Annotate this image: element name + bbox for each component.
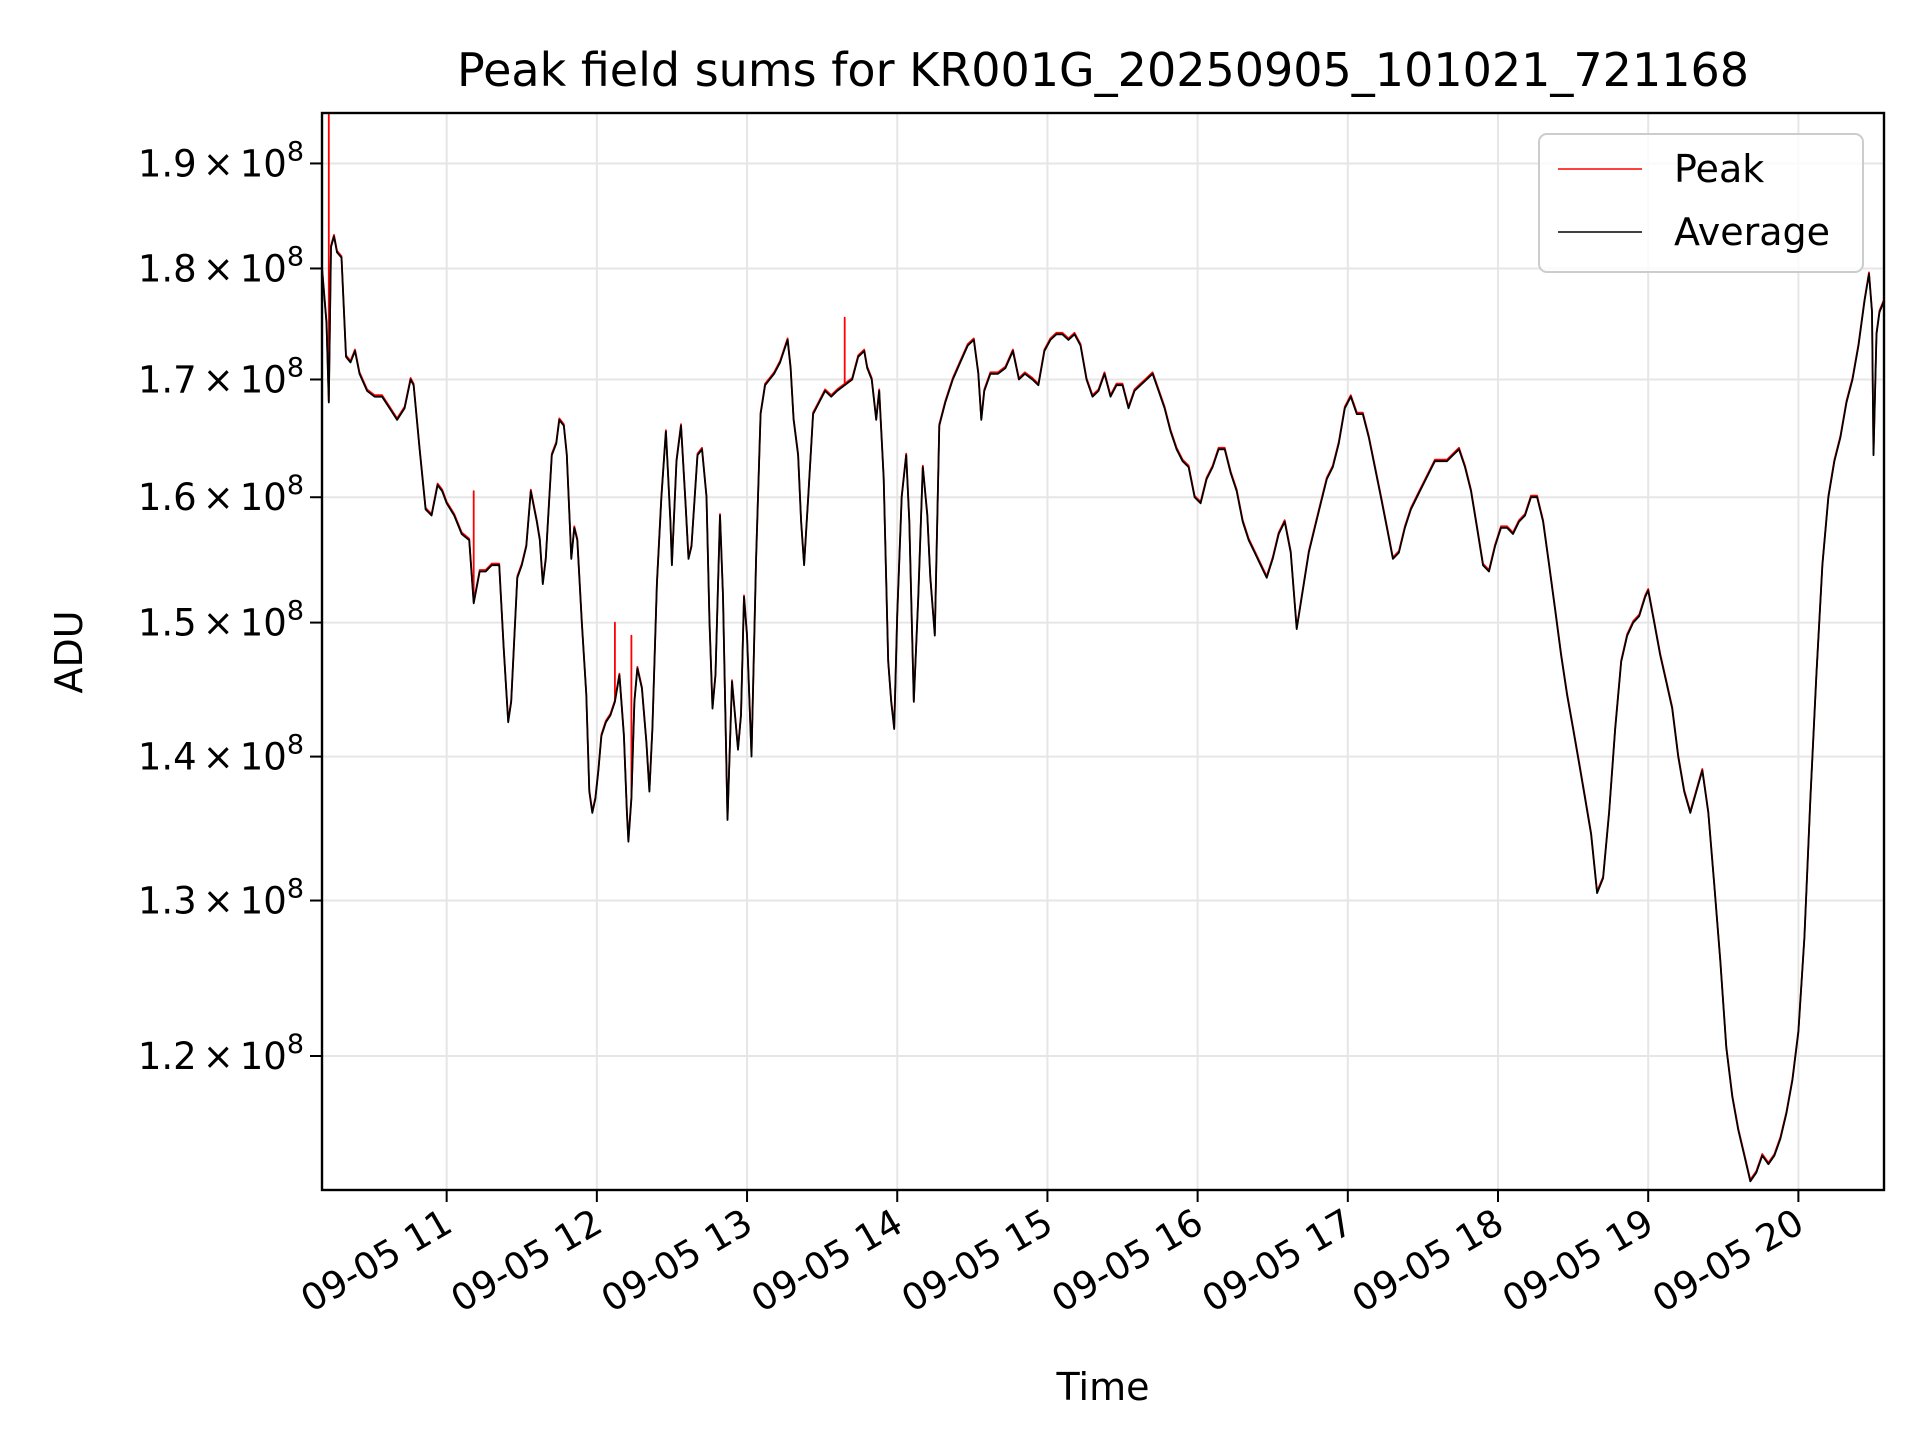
- y-tick-label-base: 10: [240, 1035, 287, 1078]
- y-tick-label: 1.8 × 108: [138, 241, 304, 290]
- y-tick-label-exp: 8: [287, 730, 304, 761]
- series-line-peak: [321, 112, 1885, 1181]
- x-tick-label: 09-05 20: [1645, 1201, 1811, 1321]
- y-tick-label-base: 10: [240, 247, 287, 290]
- x-tick-label: 09-05 11: [294, 1201, 460, 1321]
- y-tick-label-base: 10: [240, 476, 287, 519]
- x-tick-label: 09-05 13: [594, 1201, 760, 1321]
- x-axis-label: Time: [1056, 1365, 1150, 1409]
- y-tick-label: 1.6 × 108: [138, 470, 304, 519]
- y-tick-label-times: ×: [203, 247, 234, 290]
- y-tick-label: 1.2 × 108: [138, 1029, 304, 1078]
- y-tick-label-exp: 8: [287, 136, 304, 167]
- y-tick-label-times: ×: [203, 880, 234, 923]
- y-tick-label-exp: 8: [287, 874, 304, 905]
- legend-label-peak: Peak: [1674, 147, 1764, 191]
- x-tick-label: 09-05 18: [1345, 1201, 1511, 1321]
- y-tick-label-exp: 8: [287, 596, 304, 627]
- y-tick-label-mantissa: 1.5: [138, 602, 197, 645]
- y-tick-label-exp: 8: [287, 470, 304, 501]
- x-tick-label: 09-05 16: [1045, 1201, 1211, 1321]
- y-tick-label: 1.5 × 108: [138, 596, 304, 645]
- y-tick-label-base: 10: [240, 880, 287, 923]
- x-tick-label: 09-05 15: [894, 1201, 1060, 1321]
- plot-frame: [320, 111, 1886, 1192]
- y-tick-label-mantissa: 1.4: [138, 736, 197, 779]
- y-tick-label-mantissa: 1.8: [138, 247, 197, 290]
- y-tick-label-exp: 8: [287, 241, 304, 272]
- y-tick-label-exp: 8: [287, 352, 304, 383]
- y-tick-label: 1.7 × 108: [138, 352, 304, 401]
- series-lines: [321, 112, 1885, 1183]
- y-tick-label-times: ×: [203, 1035, 234, 1078]
- x-tick-label: 09-05 19: [1495, 1201, 1661, 1321]
- y-tick-label-exp: 8: [287, 1029, 304, 1060]
- y-tick-label-mantissa: 1.3: [138, 880, 197, 923]
- y-tick-label: 1.3 × 108: [138, 874, 304, 923]
- legend-label-average: Average: [1674, 210, 1830, 254]
- y-tick-label-times: ×: [203, 602, 234, 645]
- y-tick-label-base: 10: [240, 142, 287, 185]
- y-tick-label-base: 10: [240, 736, 287, 779]
- legend: Peak Average: [1538, 133, 1864, 273]
- series-line-average: [321, 235, 1885, 1183]
- y-tick-label-base: 10: [240, 602, 287, 645]
- y-tick-label-times: ×: [203, 476, 234, 519]
- y-tick-label: 1.9 × 108: [138, 136, 304, 185]
- y-axis-label: ADU: [47, 610, 91, 693]
- grid: [322, 113, 1884, 1190]
- y-tick-label-times: ×: [203, 358, 234, 401]
- y-tick-label-times: ×: [203, 142, 234, 185]
- x-tick-label: 09-05 14: [744, 1201, 910, 1321]
- y-tick-label-base: 10: [240, 358, 287, 401]
- y-tick-label-times: ×: [203, 736, 234, 779]
- x-tick-label: 09-05 17: [1195, 1201, 1361, 1321]
- y-tick-label-mantissa: 1.9: [138, 142, 197, 185]
- y-tick-label-mantissa: 1.7: [138, 358, 197, 401]
- x-tick-label: 09-05 12: [444, 1201, 610, 1321]
- y-tick-label: 1.4 × 108: [138, 730, 304, 779]
- chart-title: Peak field sums for KR001G_20250905_1010…: [457, 43, 1749, 97]
- y-tick-label-mantissa: 1.2: [138, 1035, 197, 1078]
- y-tick-label-mantissa: 1.6: [138, 476, 197, 519]
